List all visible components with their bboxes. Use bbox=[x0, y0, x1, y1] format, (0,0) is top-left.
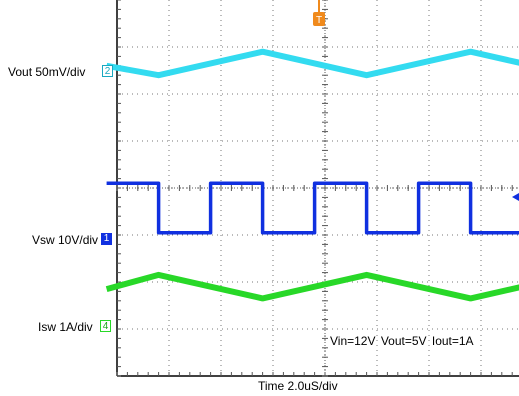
trigger-marker: T bbox=[313, 0, 325, 26]
trace-series-2 bbox=[105, 271, 519, 302]
trigger-badge bbox=[313, 12, 325, 26]
x-axis-label: Time 2.0uS/div bbox=[258, 379, 338, 393]
scope-grid bbox=[116, 0, 519, 377]
waveform-traces bbox=[105, 48, 519, 302]
channel-4-marker: 4 bbox=[100, 320, 111, 332]
vout-channel-label: Vout 50mV/div bbox=[8, 65, 86, 79]
test-conditions-annotation: Vin=12V Vout=5V Iout=1A bbox=[330, 334, 474, 348]
isw-channel-label: Isw 1A/div bbox=[38, 320, 93, 334]
channel-1-marker: 1 bbox=[101, 233, 112, 245]
channel-2-marker: 2 bbox=[102, 65, 113, 77]
vsw-channel-label: Vsw 10V/div bbox=[32, 233, 99, 247]
trace-series-1 bbox=[106, 181, 519, 235]
level-arrow-icon bbox=[512, 193, 519, 201]
trace-series-0 bbox=[106, 48, 519, 79]
trigger-letter: T bbox=[316, 15, 322, 26]
